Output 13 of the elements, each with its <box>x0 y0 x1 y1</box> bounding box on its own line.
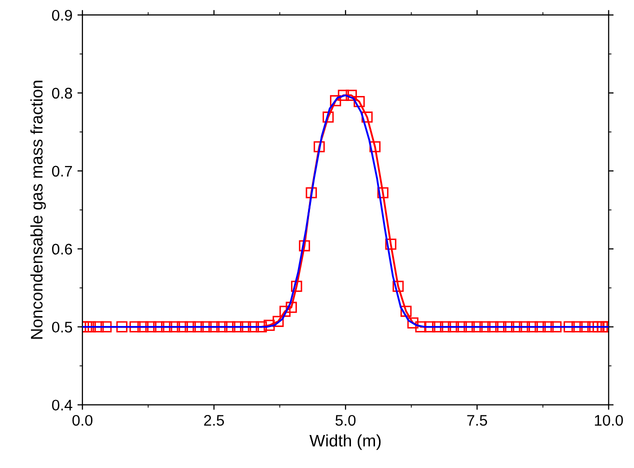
x-tick-label: 0.0 <box>72 414 92 426</box>
y-tick-label: 0.4 <box>52 400 72 411</box>
y-tick-label: 0.6 <box>52 244 72 255</box>
y-tick-label: 0.7 <box>52 166 72 177</box>
x-tick-label: 10.0 <box>594 414 623 426</box>
y-tick-label: 0.5 <box>52 322 72 333</box>
x-tick-label: 7.5 <box>467 415 488 426</box>
y-axis-title: Noncondensable gas mass fraction <box>30 80 46 339</box>
x-tick-label: 5.0 <box>336 414 356 426</box>
y-tick-label: 0.9 <box>52 10 72 21</box>
x-tick-label: 2.5 <box>204 414 224 426</box>
x-axis-title: Width (m) <box>309 434 381 450</box>
y-tick-label: 0.8 <box>52 88 72 99</box>
